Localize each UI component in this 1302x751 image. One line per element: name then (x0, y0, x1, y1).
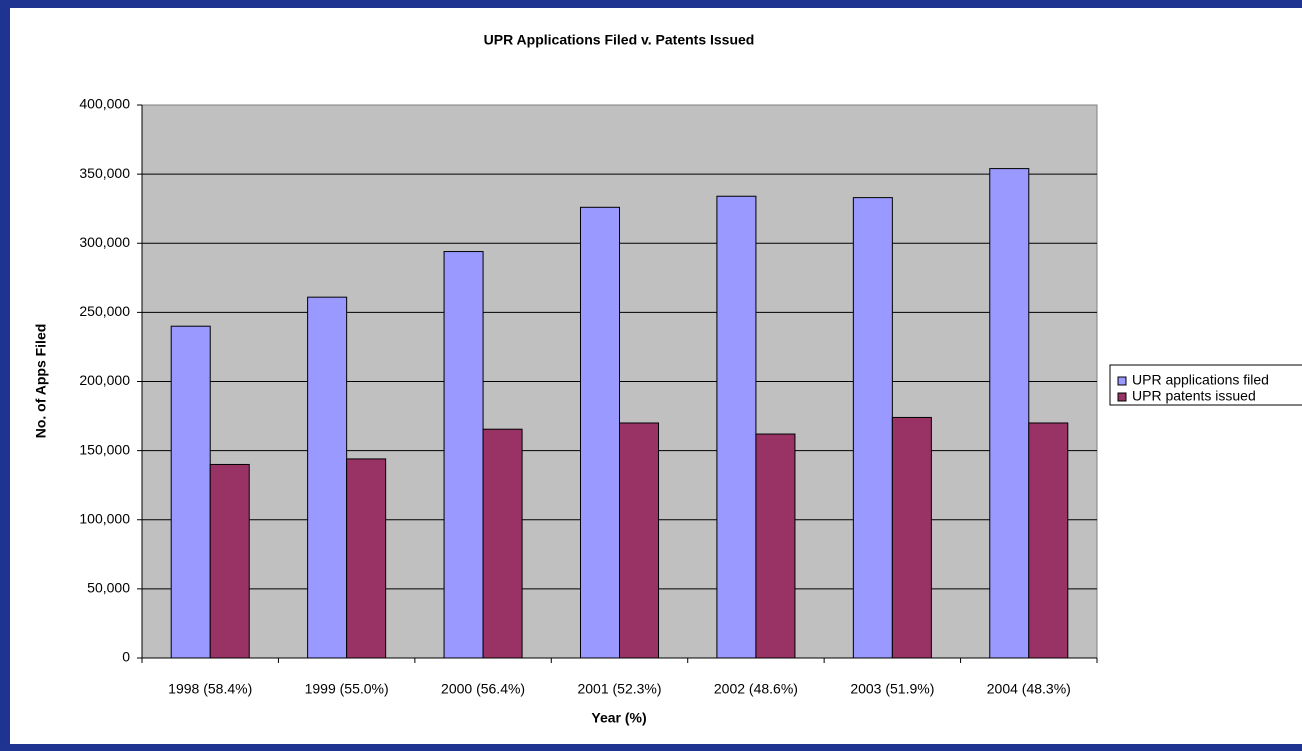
legend-swatch (1117, 376, 1127, 386)
bar (891, 416, 932, 659)
bar (482, 428, 523, 659)
x-axis-title: Year (%) (591, 710, 646, 726)
x-tick-label: 2002 (48.6%) (714, 681, 798, 697)
x-tick-label: 1999 (55.0%) (305, 681, 389, 697)
x-tick-label: 2001 (52.3%) (577, 681, 661, 697)
y-tick-label: 300,000 (79, 234, 130, 250)
legend-swatch (1117, 392, 1127, 402)
x-tick-label: 1998 (58.4%) (168, 681, 252, 697)
bar (209, 463, 250, 659)
bar (989, 168, 1030, 659)
x-tick-label: 2004 (48.3%) (987, 681, 1071, 697)
bar (852, 197, 893, 659)
y-tick-label: 100,000 (79, 510, 130, 526)
legend-label: UPR patents issued (1132, 388, 1256, 404)
y-tick-label: 200,000 (79, 372, 130, 388)
y-tick-label: 250,000 (79, 303, 130, 319)
x-tick-label: 2000 (56.4%) (441, 681, 525, 697)
bar (579, 206, 621, 659)
legend-label: UPR applications filed (1132, 372, 1269, 388)
bar (755, 433, 796, 659)
y-tick-label: 150,000 (79, 441, 130, 457)
y-axis-title: No. of Apps Filed (33, 324, 49, 439)
chart-title: UPR Applications Filed v. Patents Issued (484, 32, 755, 48)
legend-box (1109, 364, 1302, 406)
bar (619, 422, 660, 659)
bar (716, 195, 757, 659)
y-tick-label: 350,000 (79, 165, 130, 181)
bar (346, 458, 387, 659)
bar (443, 251, 484, 659)
y-tick-label: 400,000 (79, 96, 130, 112)
bar (170, 325, 211, 659)
bar (1028, 422, 1069, 659)
x-tick-label: 2003 (51.9%) (850, 681, 934, 697)
y-tick-label: 50,000 (87, 580, 130, 596)
bar (307, 296, 348, 659)
y-tick-label: 0 (122, 649, 130, 665)
